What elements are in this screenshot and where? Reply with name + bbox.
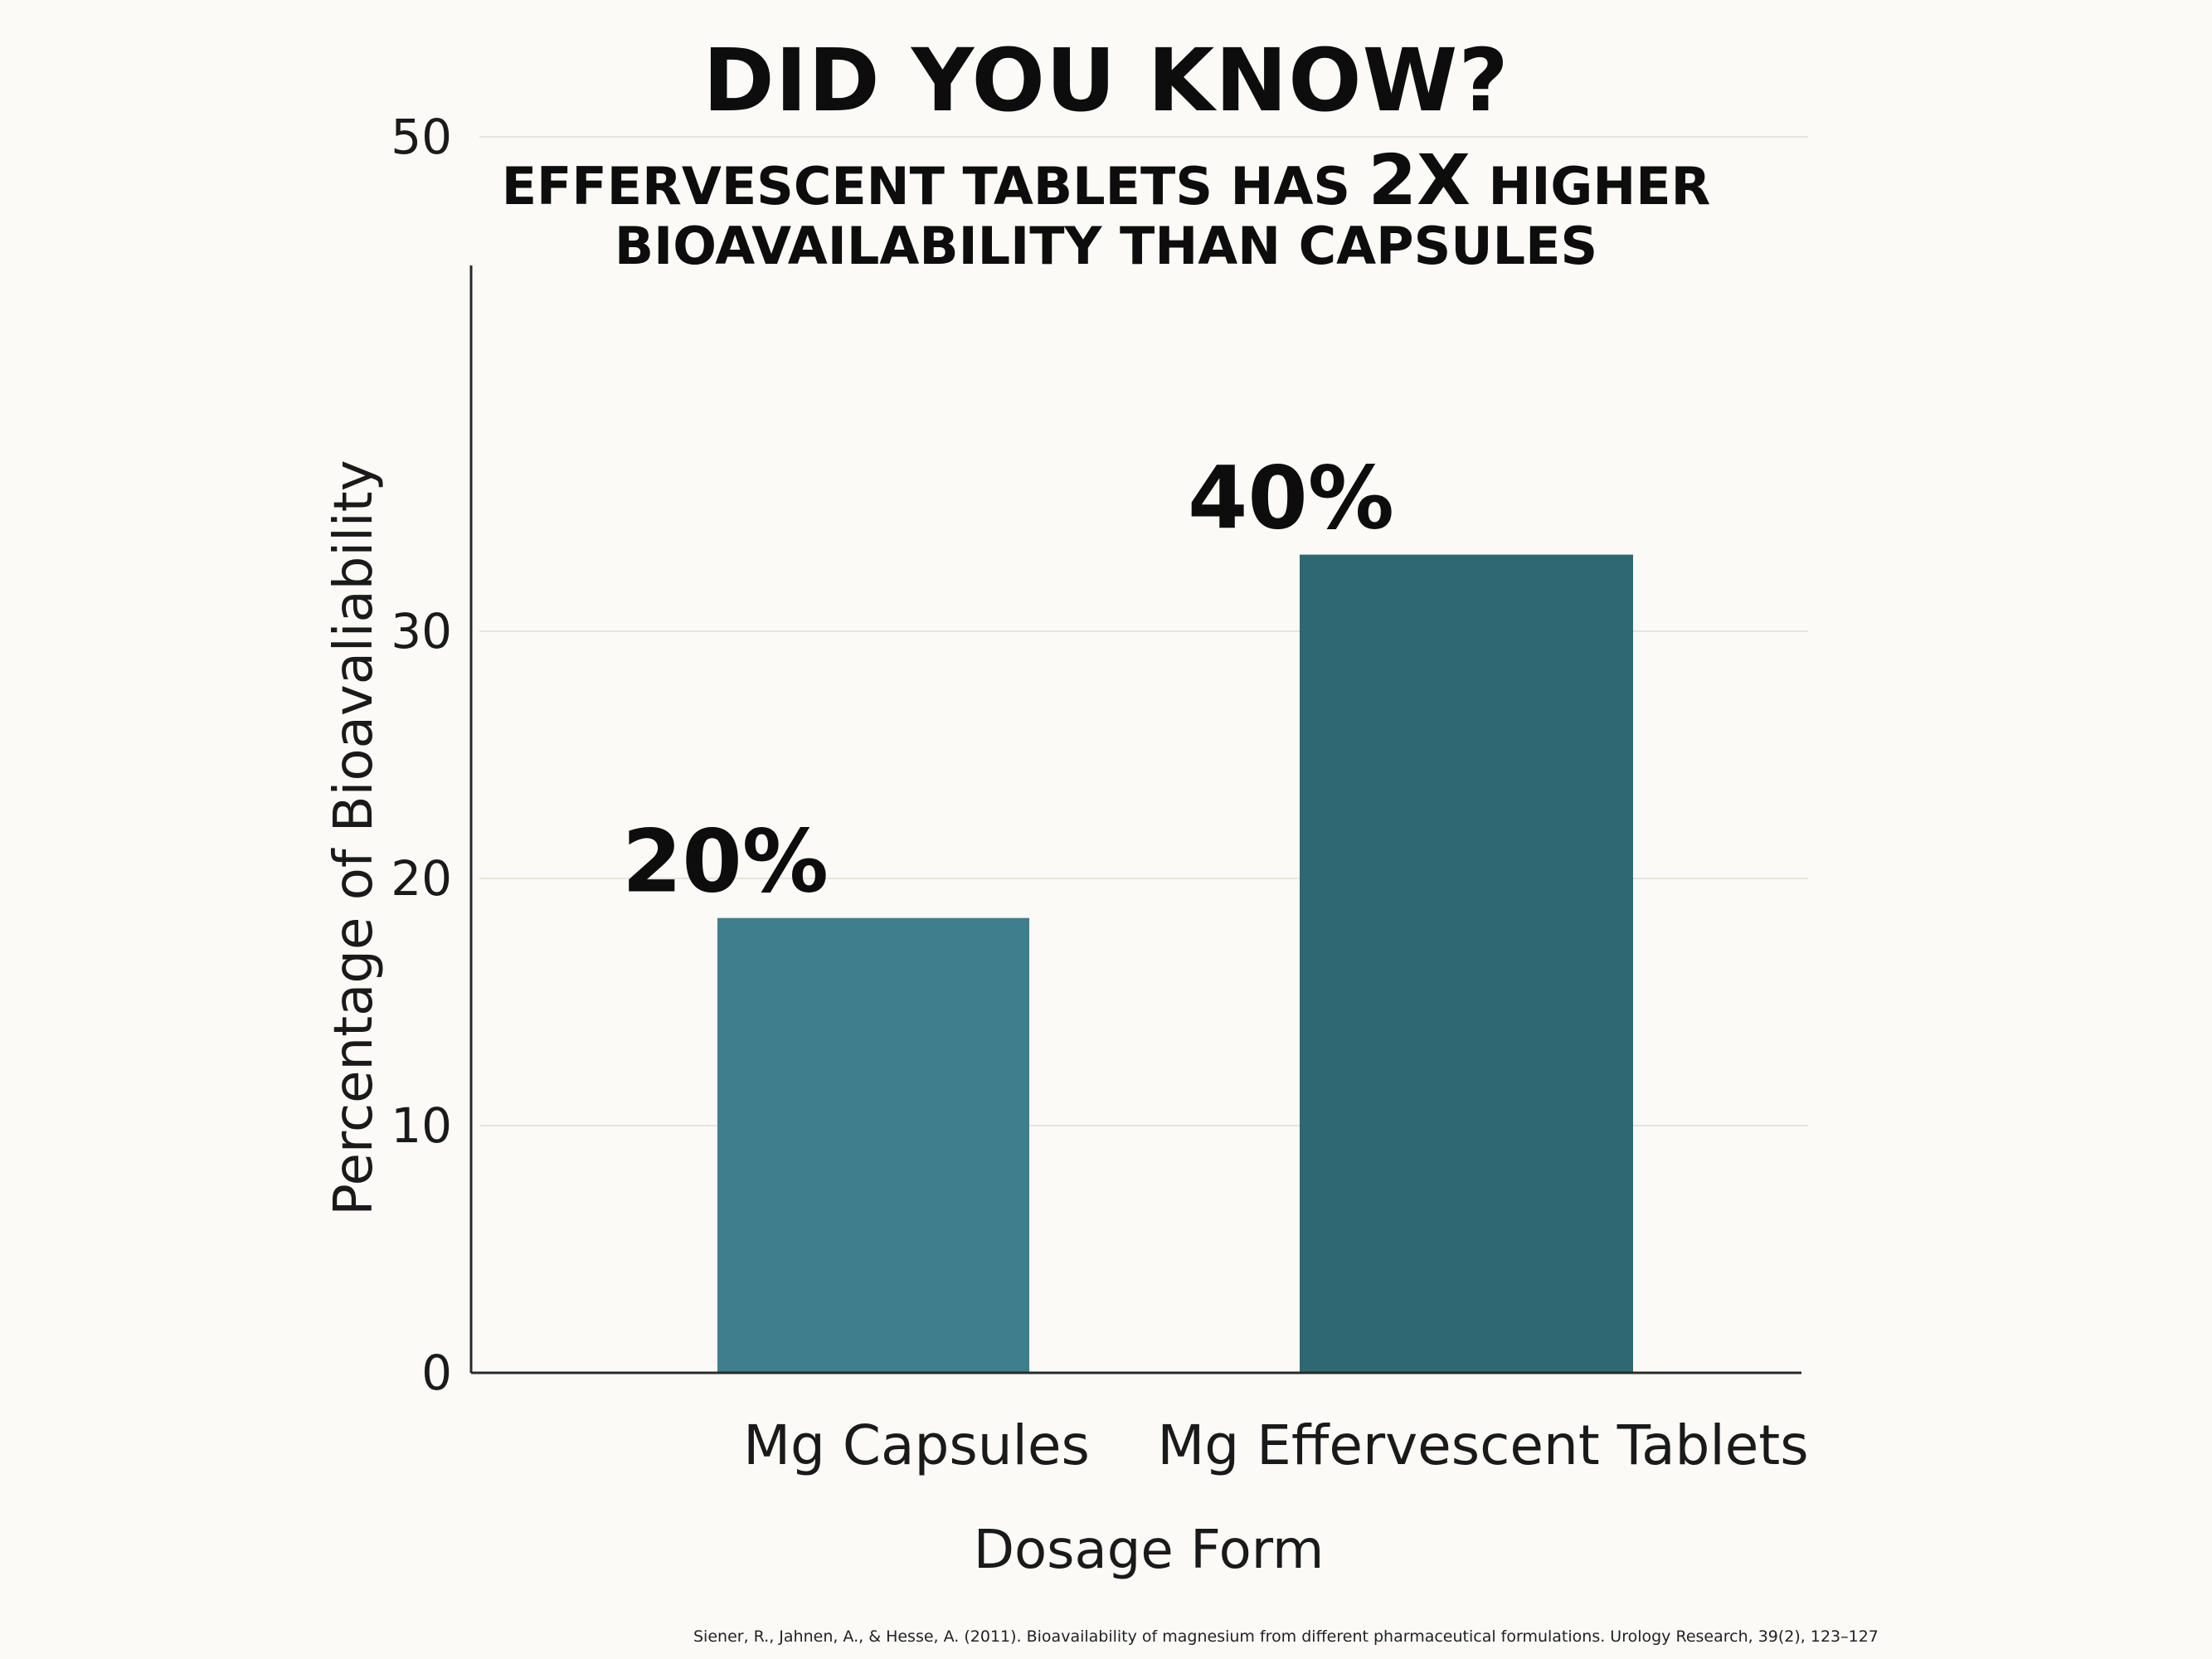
citation-text: Siener, R., Jahnen, A., & Hesse, A. (201… <box>693 1627 1879 1646</box>
category-labels: Mg Capsules Mg Effervescent Tablets <box>743 1413 1809 1477</box>
subtitle-part1: EFFERVESCENT TABLETS HAS <box>501 156 1369 216</box>
bar-1 <box>1300 554 1633 1373</box>
category-label-1: Mg Effervescent Tablets <box>1157 1413 1808 1477</box>
subtitle-emphasis: 2X <box>1368 139 1471 221</box>
data-labels: 20% 40% <box>622 448 1394 912</box>
data-label-1: 40% <box>1188 448 1394 549</box>
x-axis-title: Dosage Form <box>974 1520 1325 1581</box>
y-tick-labels: 0 10 20 30 50 <box>391 109 452 1401</box>
y-tick-label-0: 0 <box>421 1345 452 1401</box>
bar-0 <box>717 917 1029 1373</box>
y-tick-label-50: 50 <box>391 109 452 165</box>
headline-subtitle-line2: BIOAVAILABILITY THAN CAPSULES <box>614 216 1598 276</box>
y-tick-label-30: 30 <box>391 603 452 659</box>
y-axis-title: Percentage of Bioavaliability <box>323 460 385 1215</box>
data-label-0: 20% <box>622 811 829 912</box>
y-tick-label-10: 10 <box>391 1097 452 1154</box>
headline-subtitle-line1: EFFERVESCENT TABLETS HAS 2X HIGHER <box>0 139 2212 221</box>
headline-title: DID YOU KNOW? <box>702 30 1510 131</box>
subtitle-part2: HIGHER <box>1470 156 1711 216</box>
y-tick-label-20: 20 <box>391 850 452 907</box>
bars <box>717 554 1633 1373</box>
category-label-0: Mg Capsules <box>743 1413 1090 1477</box>
